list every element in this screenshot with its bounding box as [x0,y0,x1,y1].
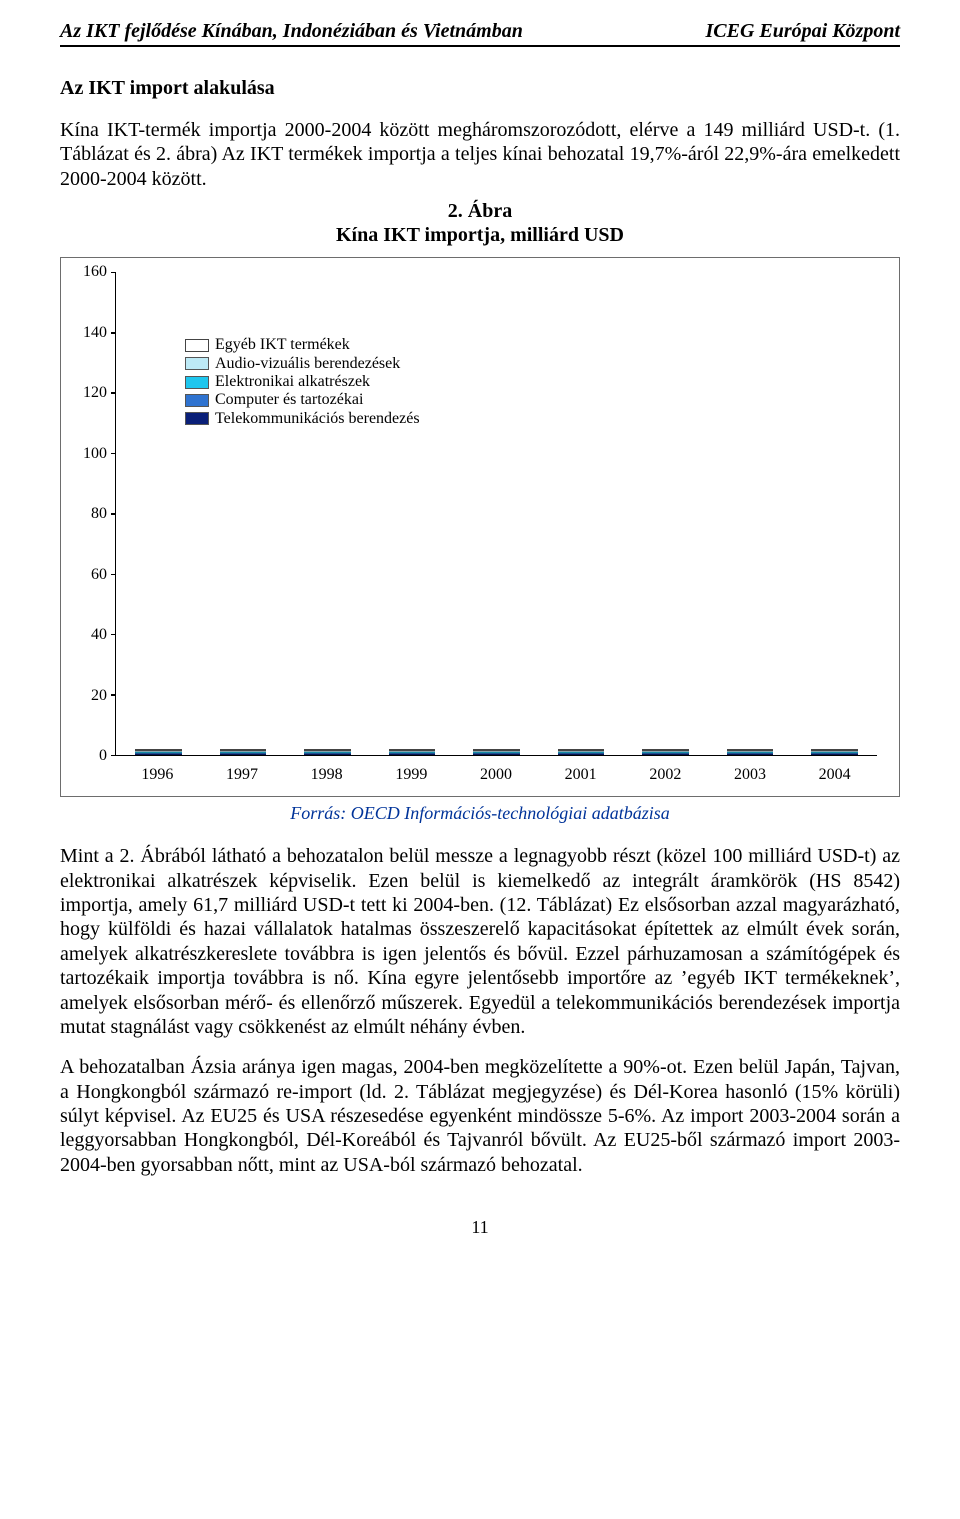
legend-swatch [185,412,209,425]
paragraph-3: A behozatalban Ázsia aránya igen magas, … [60,1055,900,1177]
paragraph-1: Kína IKT-termék importja 2000-2004 közöt… [60,118,900,191]
bar-1999 [389,749,436,755]
legend-swatch [185,357,209,370]
x-tick-label: 1999 [395,766,427,784]
bar-2002 [642,749,689,755]
x-axis-labels: 1996 1997 1998 1999 2000 2001 2002 2003 2004 [115,762,877,786]
bar-segment [220,754,267,755]
legend-label: Telekommunikációs berendezés [215,410,420,428]
chart-caption-line2: Kína IKT importja, milliárd USD [336,224,624,246]
legend-item: Telekommunikációs berendezés [185,410,420,428]
y-tick-label: 140 [83,324,107,342]
bar-2004 [811,749,858,755]
bar-segment [135,754,182,755]
chart-area: 020406080100120140160 199619971998199920… [75,272,881,786]
bar-1997 [220,749,267,755]
header-left: Az IKT fejlődése Kínában, Indonéziában é… [60,20,523,43]
bar-segment [642,754,689,755]
bar-segment [304,754,351,755]
y-tick-label: 100 [83,445,107,463]
legend-label: Egyéb IKT termékek [215,336,350,354]
bar-1998 [304,749,351,755]
bar-segment [558,754,605,755]
section-title: Az IKT import alakulása [60,77,900,100]
x-tick-label: 2002 [649,766,681,784]
legend-label: Elektronikai alkatrészek [215,373,370,391]
legend-swatch [185,394,209,407]
legend-item: Audio-vizuális berendezések [185,355,420,373]
y-tick-label: 120 [83,384,107,402]
bar-segment [473,754,520,755]
legend-swatch [185,339,209,352]
y-tick-label: 40 [91,626,107,644]
bar-1996 [135,749,182,755]
legend-item: Egyéb IKT termékek [185,336,420,354]
legend-label: Audio-vizuális berendezések [215,355,400,373]
x-tick-label: 1997 [226,766,258,784]
x-tick-label: 1998 [311,766,343,784]
chart-container: 0 20 40 60 80 100 120 140 160 1996 1997 1998 1999 20… [60,257,900,797]
y-tick-label: 160 [83,263,107,281]
bar-2001 [558,749,605,755]
page-header: Az IKT fejlődése Kínában, Indonéziában é… [60,20,900,47]
header-right: ICEG Európai Központ [705,20,900,43]
x-tick-label: 2003 [734,766,766,784]
x-tick-label: 1996 [141,766,173,784]
y-tick-label: 20 [91,687,107,705]
bar-segment [727,754,774,755]
x-tick-label: 2004 [819,766,851,784]
y-tick-label: 80 [91,505,107,523]
legend-item: Computer és tartozékai [185,391,420,409]
chart-caption-line1: 2. Ábra [448,200,512,222]
chart-legend: Egyéb IKT termékekAudio-vizuális berende… [185,336,420,428]
x-tick-label: 2000 [480,766,512,784]
paragraph-2: Mint a 2. Ábrából látható a behozatalon … [60,844,900,1039]
chart-caption: 2. Ábra Kína IKT importja, milliárd USD [60,199,900,247]
chart-source: Forrás: OECD Információs-technológiai ad… [60,803,900,824]
bar-segment [389,754,436,755]
y-tick-label: 60 [91,566,107,584]
bar-2003 [727,749,774,755]
y-axis: 020406080100120140160 [75,272,111,756]
bar-segment [811,754,858,755]
legend-label: Computer és tartozékai [215,391,363,409]
legend-swatch [185,376,209,389]
bar-2000 [473,749,520,755]
x-tick-label: 2001 [565,766,597,784]
y-tick-label: 0 [99,747,107,765]
page-number: 11 [60,1217,900,1238]
legend-item: Elektronikai alkatrészek [185,373,420,391]
